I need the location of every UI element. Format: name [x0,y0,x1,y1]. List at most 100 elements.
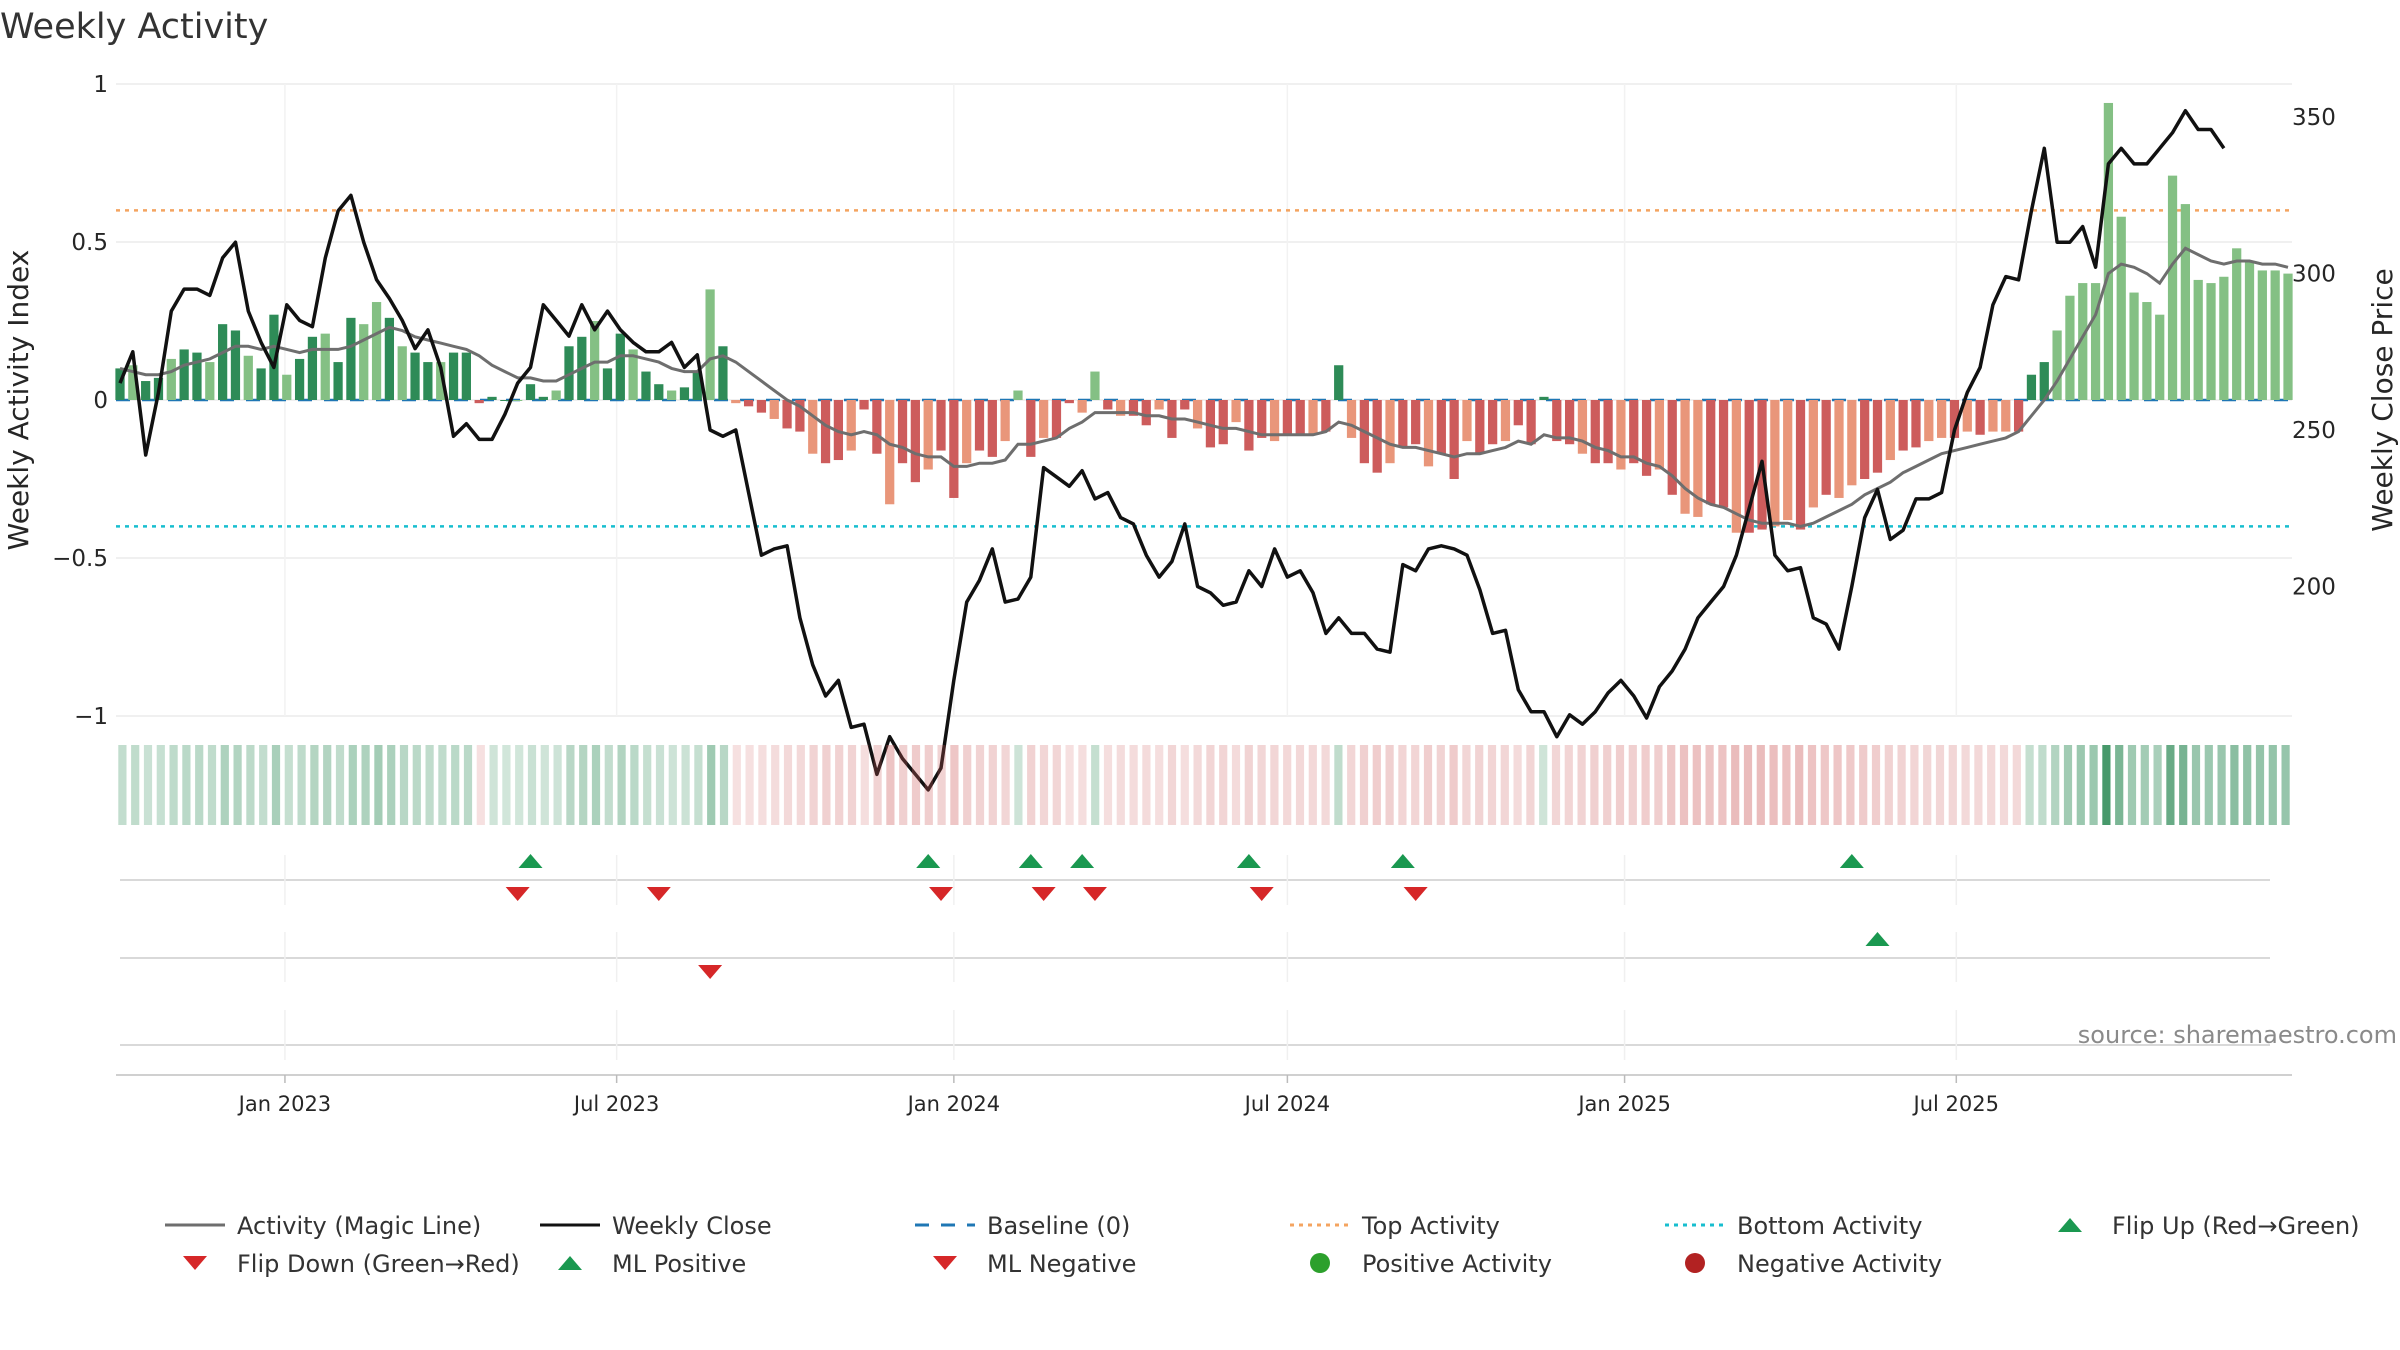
flip-down-marker [1403,887,1428,901]
legend-label: Baseline (0) [987,1212,1130,1240]
strip-cell [387,745,396,825]
x-tick-label: Jul 2025 [1912,1092,1999,1116]
strip-cell [2191,745,2201,825]
activity-bar [910,400,920,483]
legend-label: Positive Activity [1362,1250,1552,1278]
strip-cell [809,745,818,825]
strip-cell [2179,745,2188,825]
activity-bar [2232,248,2242,400]
strip-cell [886,745,895,825]
activity-bar [218,324,228,400]
strip-cell [591,745,601,825]
activity-bar [962,400,972,464]
activity-bar [1616,400,1626,470]
strip-cell [502,745,511,825]
strip-cell [438,745,447,825]
flip-up-marker [916,854,941,868]
activity-bar [2142,302,2152,400]
strip-cell [1142,745,1151,825]
strip-cell [2140,745,2149,825]
strip-cell [1103,745,1113,825]
activity-bar [1231,400,1241,423]
legend-swatch [1310,1253,1330,1273]
strip-cell [553,745,562,825]
y-tick-label: −1 [74,704,108,730]
strip-cell [1116,745,1125,825]
strip-cell [2102,745,2111,825]
activity-bar [1577,400,1588,454]
activity-bar [269,314,279,400]
strip-cell [1270,745,1279,825]
activity-bar [1411,400,1421,445]
strip-cell [476,745,485,825]
activity-bar [2219,276,2229,400]
activity-bar [2001,400,2011,432]
strip-cell [310,745,319,825]
activity-bar [1475,400,1485,454]
strip-cell [1039,745,1049,825]
activity-bar [846,400,856,451]
activity-bar [1013,390,1023,400]
activity-bar [808,400,818,454]
strip-cell [975,745,985,825]
strip-cell [2038,745,2047,825]
strip-cell [1155,745,1164,825]
strip-cell [489,745,498,825]
legend-label: ML Negative [987,1250,1136,1278]
strip-cell [1897,745,1906,825]
strip-cell [2243,745,2252,825]
activity-bar [346,317,356,400]
activity-bar [1526,400,1536,445]
strip-cell [1052,745,1061,825]
strip-cell [220,745,229,825]
strip-cell [1462,745,1471,825]
strip-cell [169,745,178,825]
strip-cell [1065,745,1074,825]
strip-cell [1615,745,1625,825]
activity-bar [654,384,664,400]
activity-bar [1000,400,1010,442]
activity-bar [538,396,548,400]
strip-cell [745,745,754,825]
activity-bar [320,333,330,400]
strip-cell [860,745,869,825]
activity-bar [1192,400,1203,429]
legend: Activity (Magic Line) Weekly Close Baselin… [165,1212,2360,1278]
activity-bar [2052,330,2062,400]
activity-bar [1552,400,1562,442]
activity-bar [282,374,292,400]
strip-cell [604,745,613,825]
strip-cell [1436,745,1445,825]
strip-cell [1756,745,1765,825]
strip-cell [2051,745,2060,825]
strip-cell [1347,745,1356,825]
activity-bar [1731,400,1741,533]
strip-cell [156,745,165,825]
strip-cell [1795,745,1804,825]
flip-up-marker [518,854,543,868]
strip-cell [822,745,831,825]
strip-cell [899,745,908,825]
strip-cell [719,745,729,825]
strip-cell [2127,745,2137,825]
strip-cell [1577,745,1586,825]
strip-cell [1974,745,1983,825]
strip-cell [1308,745,1317,825]
activity-bar [1449,400,1459,479]
strip-cell [1948,745,1957,825]
legend-label: Negative Activity [1737,1250,1942,1278]
magic-line-series [119,246,2289,528]
activity-bar [1770,400,1780,527]
activity-bar [667,390,677,400]
strip-cell [425,745,434,825]
strip-cell [579,745,588,825]
activity-bar [474,400,484,404]
activity-heat-strip [118,745,2290,825]
strip-cell [297,745,306,825]
flip-down-marker [1031,887,1056,901]
ml-negative-marker [698,965,723,979]
activity-bar [1641,400,1652,476]
activity-bar [1860,400,1870,479]
legend-item: Top Activity [1290,1212,1500,1240]
strip-cell [924,745,933,825]
